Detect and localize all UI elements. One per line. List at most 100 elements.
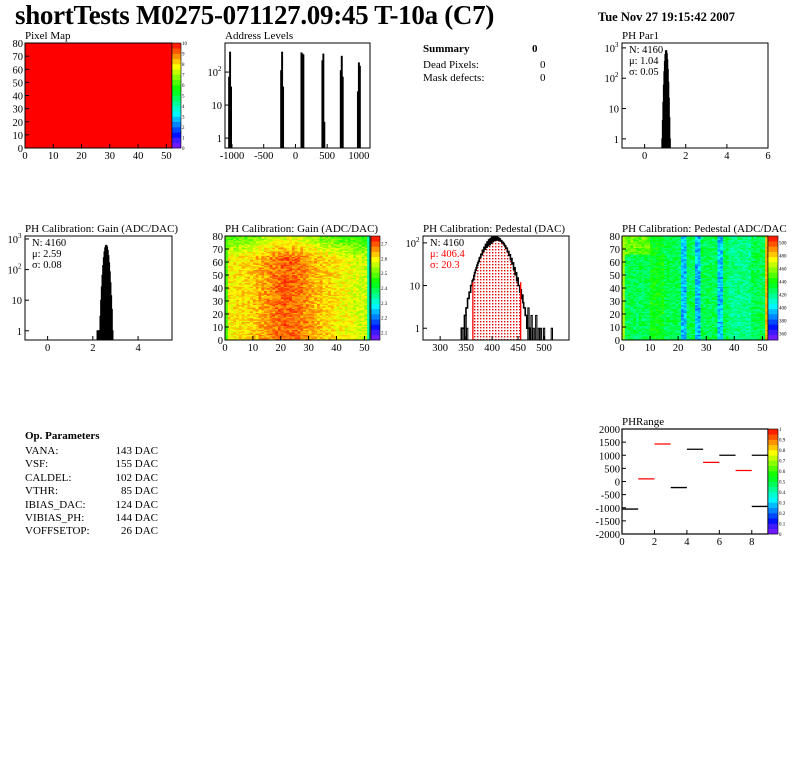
heatmap-cell [289,243,293,246]
heatmap-cell [361,278,365,281]
heatmap-cell [339,301,343,303]
heatmap-cell [244,285,248,287]
heatmap-cell [311,238,315,241]
heatmap-cell [339,271,343,273]
heatmap-cell [227,312,231,315]
heatmap-cell [339,238,343,241]
heatmap-cell [319,333,323,336]
heatmap-cell [347,290,351,293]
heatmap-cell [308,291,312,294]
heatmap-cell [367,336,371,338]
heatmap-cell [328,263,332,265]
heatmap-cell [238,323,242,325]
heatmap-cell [364,239,368,242]
heatmap-cell [269,293,273,295]
heatmap-cell [236,267,240,269]
heatmap-cell [238,303,242,306]
heatmap-cell [317,295,321,298]
heatmap-cell [250,333,254,336]
heatmap-cell [238,273,242,276]
heatmap-cell [266,239,270,242]
heatmap-cell [636,329,640,332]
heatmap-cell [356,293,360,295]
heatmap-cell [622,336,626,338]
heatmap-cell [252,323,256,325]
heatmap-cell [319,336,323,338]
heatmap-cell [294,237,298,239]
heatmap-cell [317,278,321,281]
heatmap-cell [344,298,348,300]
heatmap-cell [356,295,360,298]
heatmap-cell [286,252,290,255]
heatmap-cell [317,238,321,241]
colorbar-tick-label: 2.3 [381,302,388,307]
heatmap-cell [236,338,240,341]
heatmap-cell [367,325,371,328]
heatmap-cell [627,254,631,256]
heatmap-cell [289,291,293,294]
heatmap-cell [342,308,346,311]
heatmap-cell [297,325,301,328]
heatmap-cell [367,259,371,261]
heatmap-cell [303,249,307,251]
heatmap-cell [328,294,332,297]
heatmap-cell [622,254,626,256]
heatmap-cell [258,298,262,300]
heatmap-cell [319,295,323,298]
heatmap-cell [627,272,631,274]
heatmap-cell [633,325,637,328]
heatmap-cell [266,304,270,307]
heatmap-cell [264,268,268,271]
heatmap-cell [238,301,242,303]
heatmap-cell [264,264,268,267]
heatmap-cell [266,252,270,255]
heatmap-cell [244,264,248,267]
heatmap-cell [303,320,307,323]
heatmap-cell [272,236,276,238]
heatmap-cell [314,236,318,238]
heatmap-cell [241,258,245,260]
heatmap-cell [236,282,240,285]
heatmap-cell [624,295,628,298]
heatmap-cell [300,328,304,330]
heatmap-cell [328,269,332,272]
heatmap-cell [358,263,362,265]
fit-hatch [511,264,513,340]
heatmap-cell [336,265,340,268]
heatmap-cell [291,252,295,255]
heatmap-cell [300,247,304,250]
heatmap-cell [244,289,248,291]
heatmap-cell [305,254,309,256]
heatmap-cell [261,249,265,251]
heatmap-cell [244,272,248,274]
heatmap-cell [277,315,282,317]
heatmap-cell [233,306,237,308]
heatmap-cell [238,285,242,287]
heatmap-cell [280,245,284,247]
heatmap-cell [328,338,332,341]
colorbar-cell [371,319,380,325]
heatmap-cell [300,308,304,311]
heatmap-cell [261,281,265,284]
heatmap-cell [297,329,301,332]
heatmap-cell [325,259,329,261]
heatmap-cell [294,314,298,316]
heatmap-cell [297,336,301,338]
colorbar-tick-label: 10 [182,42,188,47]
heatmap-cell [238,336,242,338]
heatmap-cell [250,258,254,260]
heatmap-cell [294,265,298,268]
heatmap-cell [294,328,298,330]
heatmap-cell [336,338,340,341]
heatmap-cell [308,290,312,293]
heatmap-cell [350,320,354,323]
heatmap-cell [255,332,259,334]
heatmap-cell [364,294,368,297]
heatmap-cell [252,303,256,306]
heatmap-cell [367,242,371,245]
heatmap-cell [252,238,256,241]
heatmap-cell [261,260,265,263]
heatmap-cell [311,333,315,336]
heatmap-cell [322,333,326,336]
heatmap-cell [247,262,251,264]
